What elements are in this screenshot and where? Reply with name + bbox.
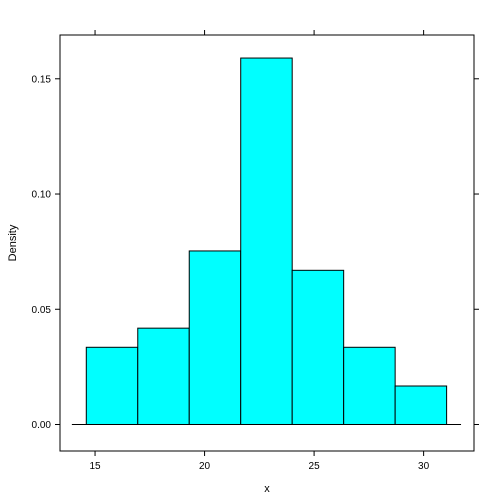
histogram-bar-5 (291, 269, 345, 425)
histogram-bar-3 (188, 250, 242, 425)
x-tick-label: 30 (418, 461, 430, 472)
histogram-bar-7 (394, 385, 448, 425)
x-tick-label: 20 (199, 461, 211, 472)
x-axis-title: x (264, 483, 270, 495)
x-axis: 15 20 25 30 (89, 30, 430, 472)
y-axis-title: Density (7, 224, 19, 261)
y-tick-label: 0.15 (32, 74, 52, 85)
x-tick-label: 15 (89, 461, 101, 472)
bars-group (85, 57, 448, 425)
y-axis: 0.00 0.05 0.10 0.15 (32, 74, 479, 431)
x-tick-label: 25 (309, 461, 321, 472)
y-tick-label: 0.05 (32, 305, 52, 316)
histogram-bar-4 (240, 57, 293, 425)
histogram-bar-6 (343, 346, 396, 425)
y-tick-label: 0.10 (32, 190, 52, 201)
y-tick-label: 0.00 (32, 420, 52, 431)
histogram-bar-1 (85, 346, 139, 425)
histogram-bar-2 (137, 327, 190, 425)
plot-frame (59, 34, 475, 452)
